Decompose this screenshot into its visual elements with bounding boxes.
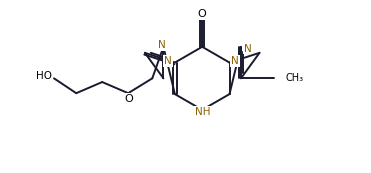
Text: CH₃: CH₃	[285, 73, 303, 83]
Text: O: O	[198, 9, 207, 19]
Text: N: N	[231, 56, 239, 66]
Text: N: N	[164, 56, 172, 66]
Text: O: O	[125, 94, 133, 104]
Text: NH: NH	[195, 107, 211, 117]
Text: N: N	[244, 44, 252, 54]
Text: N: N	[158, 40, 165, 50]
Text: HO: HO	[36, 71, 52, 81]
